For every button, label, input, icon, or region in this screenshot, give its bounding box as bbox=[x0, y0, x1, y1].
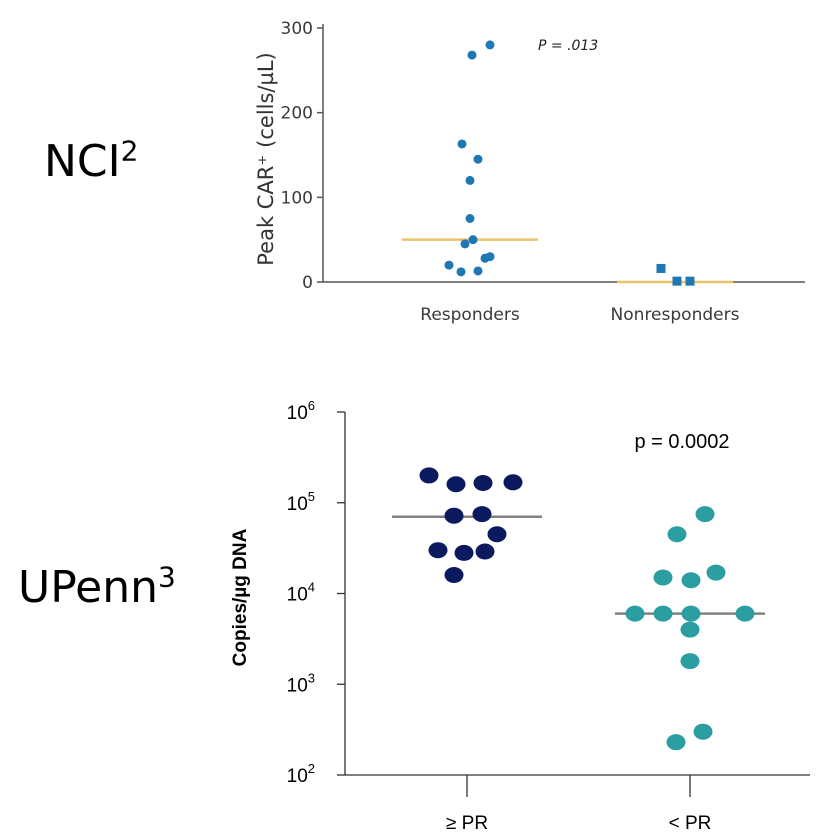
data-point-responder bbox=[467, 50, 477, 60]
y-tick-label: 100 bbox=[281, 188, 313, 208]
nci-label-sup: 2 bbox=[120, 134, 139, 168]
x-tick-label: ≥ PR bbox=[446, 813, 488, 834]
data-point-lt-pr bbox=[706, 564, 726, 581]
data-point-lt-pr bbox=[666, 734, 686, 751]
y-axis-label: Peak CAR⁺ (cells/µL) bbox=[254, 52, 278, 266]
tick-exponent: 4 bbox=[308, 580, 315, 595]
tick-base: 10 bbox=[287, 494, 308, 515]
y-tick-label: 103 bbox=[287, 670, 315, 696]
y-tick-label: 102 bbox=[287, 761, 315, 787]
tick-exponent: 3 bbox=[308, 670, 315, 685]
data-point-ge-pr bbox=[444, 566, 464, 583]
p-value-annotation: p = 0.0002 bbox=[634, 431, 729, 453]
data-point-responder bbox=[456, 267, 466, 277]
y-tick-label: 300 bbox=[281, 19, 313, 39]
upenn-label-text: UPenn bbox=[18, 562, 159, 613]
nci-label: NCI2 bbox=[44, 136, 138, 187]
data-point-lt-pr bbox=[653, 605, 673, 622]
data-point-lt-pr bbox=[667, 526, 687, 543]
y-tick-label: 104 bbox=[287, 580, 315, 606]
data-point-ge-pr bbox=[446, 476, 466, 493]
data-point-responder bbox=[473, 154, 483, 164]
tick-exponent: 2 bbox=[308, 761, 315, 776]
y-tick-label: 200 bbox=[281, 104, 313, 124]
data-point-nonresponder bbox=[656, 263, 666, 273]
data-point-lt-pr bbox=[680, 653, 700, 670]
data-point-responder bbox=[468, 235, 478, 245]
tick-base: 10 bbox=[287, 403, 308, 424]
data-point-lt-pr bbox=[625, 605, 645, 622]
data-point-responder bbox=[473, 266, 483, 276]
data-point-ge-pr bbox=[503, 474, 523, 491]
data-point-lt-pr bbox=[693, 723, 713, 740]
data-point-responder bbox=[460, 239, 470, 249]
upenn-label-sup: 3 bbox=[158, 560, 176, 594]
data-point-responder bbox=[457, 139, 467, 149]
x-tick-label: Nonresponders bbox=[611, 305, 740, 325]
data-point-lt-pr bbox=[695, 506, 715, 523]
data-point-ge-pr bbox=[475, 543, 495, 560]
y-axis-label: Copies/µg DNA bbox=[230, 528, 251, 666]
data-point-nonresponder bbox=[672, 276, 682, 286]
tick-base: 10 bbox=[287, 766, 308, 787]
p-value-annotation: P = .013 bbox=[538, 38, 598, 54]
data-point-lt-pr bbox=[680, 621, 700, 638]
tick-exponent: 6 bbox=[308, 398, 315, 413]
data-point-nonresponder bbox=[685, 276, 695, 286]
data-point-ge-pr bbox=[487, 526, 507, 543]
data-point-responder bbox=[465, 214, 475, 223]
data-point-ge-pr bbox=[473, 475, 493, 492]
data-point-responder bbox=[465, 175, 475, 185]
x-tick-label: < PR bbox=[669, 813, 712, 834]
data-point-ge-pr bbox=[454, 544, 474, 561]
data-point-responder bbox=[485, 40, 495, 50]
data-point-ge-pr bbox=[444, 507, 464, 524]
data-point-lt-pr bbox=[735, 605, 755, 622]
nci-label-text: NCI bbox=[44, 136, 121, 187]
upenn-label: UPenn3 bbox=[18, 562, 176, 613]
data-point-ge-pr bbox=[428, 542, 448, 559]
data-point-responder bbox=[480, 253, 490, 263]
tick-exponent: 5 bbox=[308, 489, 315, 504]
y-tick-label: 106 bbox=[287, 398, 315, 424]
data-point-ge-pr bbox=[419, 467, 439, 484]
tick-base: 10 bbox=[287, 585, 308, 606]
y-tick-label: 105 bbox=[287, 489, 315, 515]
data-point-ge-pr bbox=[472, 506, 492, 523]
y-tick-label: 0 bbox=[302, 273, 313, 293]
data-point-lt-pr bbox=[681, 605, 701, 622]
tick-base: 10 bbox=[287, 675, 308, 696]
data-point-lt-pr bbox=[653, 569, 673, 586]
data-point-responder bbox=[444, 260, 454, 270]
data-point-lt-pr bbox=[681, 572, 701, 589]
x-tick-label: Responders bbox=[420, 305, 520, 325]
